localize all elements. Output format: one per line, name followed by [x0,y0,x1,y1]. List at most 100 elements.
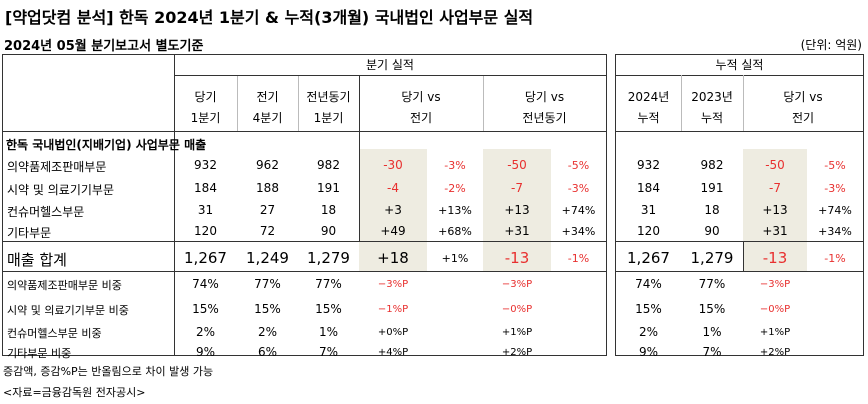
table-cell: 1,279 [690,249,734,267]
table-cell: 77% [698,277,726,291]
table-cell: 27 [259,203,276,217]
report-subtitle: 2024년 05월 분기보고서 별도기준 [4,39,204,54]
table-cell: 120 [637,224,660,238]
table-cell: -3% [567,182,590,195]
table-cell: +13 [762,203,788,217]
footnote-source: <자료=금융감독원 전자공시> [3,386,146,399]
table-cell: 매출 합계 [7,251,67,269]
table-cell: 1% [318,325,339,339]
table-cell: 1% [702,325,722,339]
table-cell: 컨슈머헬스부문 비중 [7,327,102,340]
unit-label: (단위: 억원) [800,38,862,52]
table-cell: +0%P [377,327,409,338]
shade-vs-yoy [483,149,551,241]
table-cell: 15% [192,302,219,316]
table-cell: 15% [635,302,662,316]
table-cell: 9% [638,345,659,359]
col-header-vs-prev: 당기 vs 전기 [359,88,483,126]
table-cell: +34% [561,225,596,238]
table-cell: -50 [507,158,527,172]
cumulative-results-table: 누적 실적 2024년 누적 2023년 누적 당기 vs 전기 932 982 -5… [615,54,864,359]
table-cell: +3 [384,203,402,217]
table-cell: −3%P [377,279,409,290]
table-cell: 15% [698,302,726,316]
table-cell: -7 [511,181,523,195]
table-cell: 6% [257,345,278,359]
col-header-q-yoy: 전년동기 1분기 [298,88,359,126]
table-cell: 전기 [409,111,433,125]
table-cell: 기타부문 비중 [7,347,72,360]
table-cell: −0%P [759,304,791,315]
table-cell: +1%P [759,327,791,338]
table-cell: +68% [438,225,472,238]
table-cell: +1%P [501,327,533,338]
table-cell: 982 [317,158,340,172]
group-header-quarterly: 분기 실적 [366,58,414,72]
table-cell: 2% [257,325,278,339]
table-cell: -30 [383,158,403,172]
table-cell: 74% [192,277,219,291]
table-cell: 누적 [700,111,724,125]
table-cell: +2%P [501,347,533,358]
table-cell: 31 [640,203,657,217]
table-cell: 932 [194,158,217,172]
table-cell: 184 [637,181,660,195]
table-cell: 1분기 [313,111,344,125]
table-cell: -13 [762,249,788,267]
table-cell: 72 [259,224,276,238]
col-header-vs-yoy: 당기 vs 전년동기 [483,88,606,126]
table-cell: 의약품제조판매부문 [7,160,107,174]
table-cell: 962 [256,158,279,172]
table-cell: −1%P [377,304,409,315]
table-cell: -3% [444,159,466,172]
table-cell: -5% [824,159,846,172]
table-cell: +1% [441,252,469,265]
table-cell: +31 [504,224,530,238]
table-cell: 191 [700,181,724,195]
shade-vs-prev [359,149,427,241]
table-cell: −3%P [501,279,533,290]
table-cell: 982 [700,158,724,172]
table-cell: 1,267 [184,249,227,267]
table-cell: +18 [377,249,409,267]
table-cell: 당기 vs [783,90,823,104]
table-cell: 2023년 [691,90,733,104]
table-cell: 기타부문 [7,226,52,240]
table-cell: -7 [769,181,781,195]
table-cell: 1,267 [627,249,670,267]
table-cell: -4 [387,181,399,195]
table-cell: +2%P [759,347,791,358]
section-title: 한독 국내법인(지배기업) 사업부문 매출 [6,138,207,152]
table-cell: 18 [704,203,720,217]
table-cell: 7% [318,345,339,359]
table-cell: 2% [638,325,659,339]
table-cell: 전년동기 [306,90,351,104]
table-cell: -1% [567,252,590,265]
table-cell: 120 [194,224,217,238]
table-cell: -3% [824,182,846,195]
table-cell: −3%P [759,279,791,290]
table-cell: -2% [444,182,466,195]
table-cell: +74% [818,204,852,217]
table-cell: +34% [818,225,852,238]
col-header-q-prev: 전기 4분기 [237,88,298,126]
col-header-2024-cum: 2024년 누적 [616,88,681,126]
table-cell: 188 [256,181,279,195]
table-cell: 77% [315,277,342,291]
table-cell: 77% [254,277,281,291]
table-cell: 2024년 [627,90,670,104]
table-cell: 191 [317,181,340,195]
table-cell: 시약 및 의료기기부문 [7,183,114,197]
table-cell: 1,249 [246,249,289,267]
table-cell: 31 [197,203,214,217]
table-cell: 당기 vs [524,90,565,104]
table-cell: 15% [254,302,281,316]
table-cell: -13 [504,249,530,267]
table-cell: 전기 [791,111,815,125]
table-cell: +31 [762,224,788,238]
table-cell: 전기 [256,90,279,104]
table-cell: -5% [567,159,590,172]
table-cell: 당기 vs [401,90,441,104]
table-cell: 932 [637,158,660,172]
